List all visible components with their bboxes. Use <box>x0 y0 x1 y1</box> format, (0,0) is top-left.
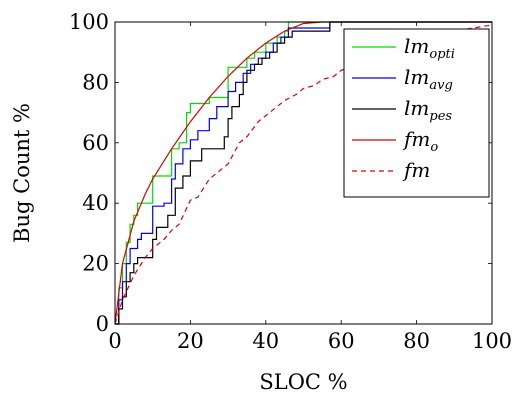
x-tick-label: 60 <box>328 329 355 353</box>
plot-frame <box>114 21 493 325</box>
x-tick-label: 80 <box>403 329 430 353</box>
legend-box <box>343 28 490 198</box>
x-tick-label: 20 <box>177 329 204 353</box>
x-tick-label: 0 <box>108 329 121 353</box>
legend: lmopti lmavg lmpes fmo fm <box>343 28 490 198</box>
y-tick-label: 80 <box>82 70 109 94</box>
series-line-fm <box>114 24 493 325</box>
legend-label-lm-opti: lmopti <box>404 34 455 62</box>
y-tick-label: 100 <box>69 10 109 34</box>
x-axis-label: SLOC % <box>259 370 347 393</box>
y-axis-label: Bug Count % <box>10 103 34 243</box>
legend-label-lm-pes: lmpes <box>404 96 452 124</box>
x-tick-label: 40 <box>252 329 279 353</box>
series-line-lm-pes <box>115 21 492 325</box>
y-tick-label: 0 <box>96 312 109 336</box>
x-tick-label: 100 <box>472 329 512 353</box>
y-tick-label: 20 <box>82 252 109 276</box>
legend-label-fm-o: fmo <box>402 127 438 155</box>
series-line-lm-opti <box>115 21 492 325</box>
legend-label-fm: fm <box>402 158 430 182</box>
y-tick-label: 60 <box>82 131 109 155</box>
tick-layer: 0 20 40 60 80 100 0 20 40 60 80 100 <box>69 10 512 353</box>
y-tick-label: 40 <box>82 191 109 215</box>
legend-label-lm-avg: lmavg <box>404 65 453 93</box>
